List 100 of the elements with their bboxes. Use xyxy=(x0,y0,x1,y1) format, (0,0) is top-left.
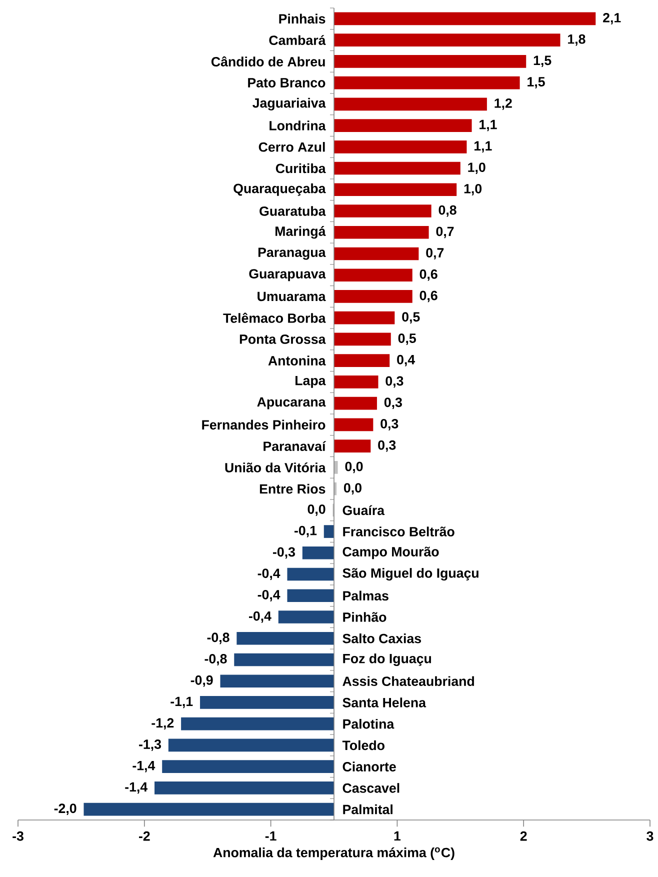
y-tick-label: Antonina xyxy=(268,356,326,366)
y-tick-label: Santa Helena xyxy=(342,698,426,708)
y-tick-label: Cascavel xyxy=(342,783,400,793)
y-tick-label: Cianorte xyxy=(342,762,396,772)
x-axis-title: Anomalia da temperatura máxima ($^{o}$C) xyxy=(213,847,454,860)
x-tick-label: 3 xyxy=(646,831,654,841)
y-tick-label: Assis Chateaubriand xyxy=(342,676,474,686)
data-label: 0,0 xyxy=(344,483,362,494)
y-tick-label: Jaguariaiva xyxy=(252,98,326,110)
x-tick-label: -2 xyxy=(138,831,150,841)
bar xyxy=(334,34,560,46)
y-tick-label: Maringá xyxy=(275,226,326,239)
data-label: 1,0 xyxy=(468,162,486,174)
data-label: -0,1 xyxy=(294,526,317,538)
bar xyxy=(334,396,377,410)
bar xyxy=(334,354,390,367)
data-label: 0,0 xyxy=(345,462,363,474)
y-tick-label: Paranagua xyxy=(258,248,326,260)
y-tick-label: Guarapuava xyxy=(249,269,326,282)
bar xyxy=(334,55,526,68)
y-tick-label: Guaíra xyxy=(342,505,385,516)
bar xyxy=(168,738,334,752)
y-tick-label: Paranavaí xyxy=(264,441,326,452)
data-label: -2,0 xyxy=(54,804,76,816)
bar xyxy=(154,782,334,794)
bar xyxy=(334,76,520,90)
bar xyxy=(334,140,467,154)
data-label: -1,4 xyxy=(132,760,156,772)
data-label: 2,1 xyxy=(602,13,621,24)
y-tick-label: Salto Caxias xyxy=(342,633,421,644)
data-label: 0,0 xyxy=(308,504,326,516)
bar xyxy=(334,376,378,388)
bar xyxy=(334,311,395,324)
y-tick-label: Francisco Beltrão xyxy=(343,526,454,536)
bar xyxy=(334,418,374,432)
data-label: 0,3 xyxy=(378,440,396,452)
y-tick-label: Toledo xyxy=(342,740,384,750)
bar xyxy=(180,717,334,730)
bar xyxy=(324,525,334,538)
bar xyxy=(334,268,412,282)
y-tick-label: Telêmaco Borba xyxy=(223,312,326,323)
data-label: 0,5 xyxy=(398,334,416,345)
y-tick-label: Cerro Azul xyxy=(258,142,325,152)
y-tick-label: Ponta Grossa xyxy=(240,334,326,344)
data-label: 0,6 xyxy=(420,290,438,302)
y-tick-label: Umuarama xyxy=(258,292,326,302)
bar xyxy=(334,183,457,196)
bar xyxy=(278,610,334,624)
data-label: -0,8 xyxy=(204,654,227,666)
data-label: -1,3 xyxy=(138,740,161,751)
bar xyxy=(334,226,429,239)
y-tick-label: União da Vitória xyxy=(225,462,326,472)
bar xyxy=(287,568,334,581)
bar xyxy=(334,440,371,452)
bar xyxy=(334,204,432,218)
bar xyxy=(334,162,460,175)
y-tick-label: Palotina xyxy=(343,718,394,729)
y-tick-label: Palmital xyxy=(343,804,392,814)
data-label: 0,3 xyxy=(384,398,402,410)
y-tick-label: Palmas xyxy=(343,590,388,601)
data-label: 0,7 xyxy=(436,226,454,238)
bar xyxy=(334,247,419,260)
bar xyxy=(287,589,334,602)
data-label: 1,5 xyxy=(534,56,552,68)
data-label: -1,4 xyxy=(125,782,148,794)
bar xyxy=(302,546,334,560)
data-label: -0,3 xyxy=(272,547,295,559)
data-label: 0,7 xyxy=(426,248,444,260)
bar xyxy=(334,332,391,346)
y-tick-label: Pato Branco xyxy=(248,78,326,88)
bar xyxy=(234,653,334,666)
data-label: 1,0 xyxy=(464,184,482,196)
bar xyxy=(334,98,487,111)
y-tick-label: Pinhão xyxy=(343,612,386,622)
data-label: 1,5 xyxy=(528,77,545,88)
bar xyxy=(162,760,334,773)
bar xyxy=(220,674,334,688)
data-label: -0,4 xyxy=(258,568,280,580)
y-tick-label: São Miguel do Iguaçu xyxy=(342,568,478,581)
data-label: 1,2 xyxy=(494,98,512,110)
data-label: 0,3 xyxy=(380,419,398,430)
y-tick-label: Curitiba xyxy=(276,163,326,174)
data-label: 1,1 xyxy=(474,141,492,153)
data-label: 0,5 xyxy=(402,312,420,324)
x-tick-label: -3 xyxy=(12,831,24,841)
y-tick-label: Entre Rios xyxy=(260,484,326,494)
bar xyxy=(236,632,334,645)
y-tick-label: Londrina xyxy=(270,120,326,130)
bar xyxy=(334,119,472,132)
y-tick-label: Quaraqueçaba xyxy=(234,183,326,196)
data-label: -0,8 xyxy=(207,632,230,644)
y-tick-label: Campo Mourão xyxy=(342,546,439,560)
x-tick-label: 2 xyxy=(520,831,527,841)
y-tick-label: Cândido de Abreu xyxy=(211,56,325,66)
data-label: 0,8 xyxy=(438,205,456,217)
bar xyxy=(84,802,334,816)
y-tick-label: Apucarana xyxy=(257,397,326,410)
data-label: 0,3 xyxy=(386,376,404,388)
y-tick-label: Guaratuba xyxy=(260,206,326,216)
data-label: 0,4 xyxy=(397,354,415,366)
